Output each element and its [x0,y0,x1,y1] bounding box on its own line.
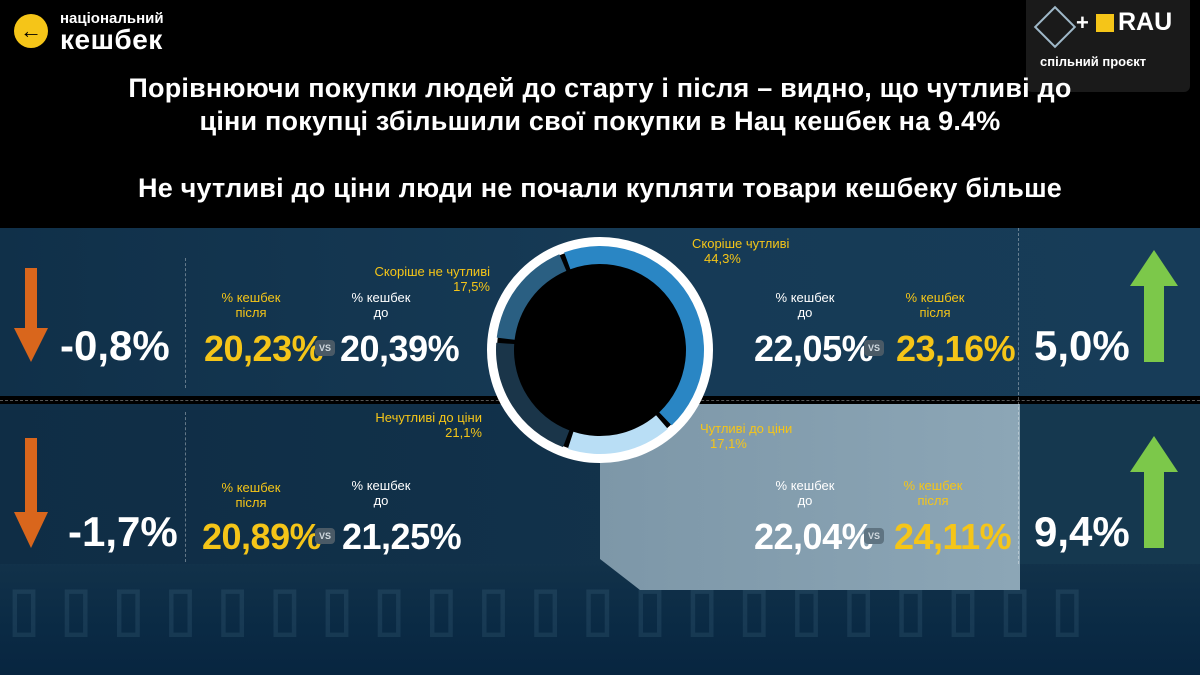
headline-line3: Не чутливі до ціни люди не почали куплят… [138,173,1062,203]
before-label: % кешбек до [775,290,835,320]
right-column-bottom [1020,404,1200,564]
headline-line1: Порівнюючи покупки людей до старту і піс… [128,73,1072,103]
after-label: % кешбек після [221,480,281,510]
partner-mark-icon [1033,5,1077,49]
after-value: 20,23% [204,328,324,369]
donut-slice-likely-not-sensitive [496,254,567,340]
after-label: % кешбек після [221,290,281,320]
donut-label-sensitive: Чутливі до ціни 17,1% [700,421,793,451]
back-arrow-icon[interactable]: ← [14,14,48,48]
arrow-up-icon [1130,436,1178,548]
headline-line2: ціни покупці збільшили свої покупки в На… [199,106,1001,136]
change-value: 9,4% [1034,508,1130,555]
vs-badge: VS [864,340,884,356]
before-value: 22,05% [754,328,874,369]
change-value: 5,0% [1034,322,1130,369]
arrow-up-icon [1130,250,1178,362]
vs-badge: VS [864,528,884,544]
divider [1018,228,1019,564]
divider [185,412,186,562]
donut-label-not-sensitive: Нечутливі до ціни 21,1% [375,410,482,440]
before-label: % кешбек до [351,478,411,508]
arrow-down-icon [14,438,48,548]
decorative-footer: ▯▯▯▯▯▯▯▯▯▯▯▯▯▯▯▯▯▯▯▯▯ [0,560,1200,675]
before-value: 21,25% [342,516,462,557]
change-value: -1,7% [68,508,178,555]
after-value: 20,89% [202,516,322,557]
partner-caption: спільний проєкт [1040,54,1147,69]
after-label: % кешбек після [903,478,963,508]
brand-line1: національний [60,10,164,27]
donut-slice-not-sensitive [496,342,570,448]
before-label: % кешбек до [351,290,411,320]
plus-icon: + [1076,10,1089,35]
after-value: 24,11% [894,516,1012,557]
before-label: % кешбек до [775,478,835,508]
arrow-down-icon [14,268,48,362]
partner-logo-text: RAU [1118,8,1173,36]
before-value: 22,04% [754,516,874,557]
brand-line2: кешбек [60,24,163,55]
after-label: % кешбек після [905,290,965,320]
change-value: -0,8% [60,322,170,369]
donut-label-likely-not-sensitive: Скоріше не чутливі 17,5% [374,264,490,294]
donut-slice-likely-sensitive [564,245,705,426]
vs-badge: VS [315,340,335,356]
divider [185,258,186,388]
before-value: 20,39% [340,328,460,369]
donut-slice-sensitive [567,415,668,454]
partner-logo: + RAU спільний проєкт [1026,0,1190,92]
donut-label-likely-sensitive: Скоріше чутливі 44,3% [692,236,790,266]
donut-chart [487,237,713,463]
vs-badge: VS [315,528,335,544]
after-value: 23,16% [896,328,1016,369]
rau-mark-icon [1096,14,1114,32]
